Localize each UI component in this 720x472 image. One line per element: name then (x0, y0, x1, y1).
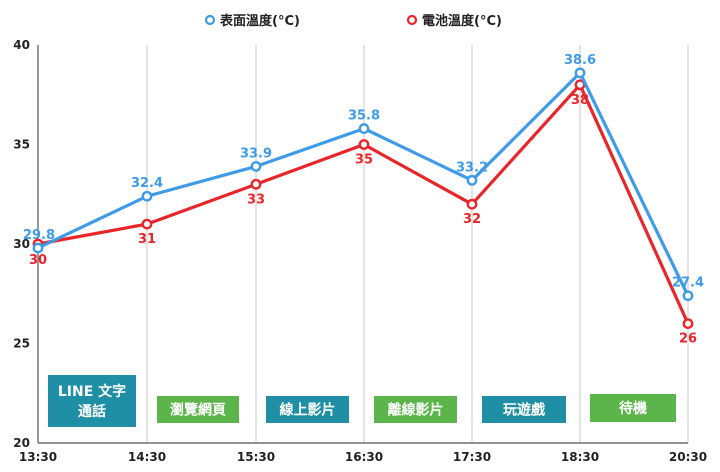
x-tick-label-6: 20:30 (669, 450, 707, 464)
activity-label-5-0: 待機 (619, 400, 647, 417)
series-0-point-0 (32, 242, 44, 254)
activity-box-5 (590, 394, 676, 422)
legend-label-0: 表面溫度(°C) (219, 13, 300, 29)
activity-label-2-0: 線上影片 (280, 402, 336, 419)
legend-marker-1 (406, 14, 418, 26)
series-1-point-3 (358, 139, 370, 150)
activity-box-2 (266, 396, 349, 423)
data-label-1-5: 38 (571, 93, 589, 108)
x-tick-label-5: 18:30 (561, 450, 599, 464)
legend: 表面溫度(°C) 電池溫度(°C) (204, 13, 502, 29)
legend-marker-0 (204, 14, 216, 26)
data-label-0-4: 33.2 (456, 160, 488, 175)
series-0-point-5 (574, 67, 586, 79)
y-tick-label-25: 25 (13, 337, 30, 351)
data-labels: 29.8 32.4 33.9 35.8 33.2 38.6 27.4 30 31 33 35 32 38… (23, 53, 704, 347)
x-tick-label-4: 17:30 (453, 450, 491, 464)
data-label-1-2: 33 (247, 192, 265, 207)
activity-label-4-0: 玩遊戲 (503, 402, 546, 419)
activity-label-0-1: 通話 (78, 403, 106, 420)
activity-box-1 (157, 396, 239, 423)
data-label-0-0: 29.8 (23, 228, 55, 243)
series-1-point-1 (141, 218, 153, 230)
series-0-point-2 (250, 160, 262, 172)
x-tick-label-0: 13:30 (19, 450, 57, 464)
data-label-0-1: 32.4 (131, 176, 163, 191)
activity-label-1-0: 瀏覽網頁 (170, 402, 226, 419)
series-1-point-4 (466, 198, 478, 210)
activity-box-4 (482, 396, 566, 423)
data-label-0-3: 35.8 (348, 109, 380, 124)
y-tick-label-35: 35 (13, 138, 30, 152)
tick-labels: 20 25 30 35 40 13:30 14:30 15:30 16:30 17:30 18:30… (13, 38, 707, 464)
series-0-point-6 (682, 290, 694, 302)
activity-box-0 (48, 375, 136, 427)
activity-label-3-0: 離線影片 (388, 402, 444, 419)
series-0-point-4 (466, 174, 478, 186)
x-tick-label-2: 15:30 (237, 450, 275, 464)
data-label-1-0: 30 (29, 253, 47, 268)
x-tick-label-3: 16:30 (345, 450, 383, 464)
series-lines (32, 67, 694, 329)
y-tick-label-20: 20 (13, 436, 30, 450)
series-1-point-2 (250, 178, 262, 190)
data-label-1-6: 26 (679, 332, 697, 347)
y-tick-label-40: 40 (13, 38, 30, 52)
data-label-1-3: 35 (355, 153, 373, 168)
legend-label-1: 電池溫度(°C) (422, 13, 502, 29)
data-label-0-2: 33.9 (240, 146, 272, 161)
grid-lines (146, 45, 689, 443)
series-0-point-1 (141, 190, 153, 202)
series-0-point-3 (358, 123, 370, 134)
data-label-0-6: 27.4 (672, 276, 704, 291)
y-tick-label-30: 30 (13, 237, 30, 251)
data-label-0-5: 38.6 (564, 53, 596, 68)
activity-box-3 (374, 396, 457, 423)
series-1-point-6 (682, 318, 694, 329)
x-tick-label-1: 14:30 (128, 450, 166, 464)
data-label-1-4: 32 (463, 212, 481, 227)
data-label-1-1: 31 (138, 232, 156, 247)
activity-label-0-0: LINE 文字 (58, 383, 126, 400)
